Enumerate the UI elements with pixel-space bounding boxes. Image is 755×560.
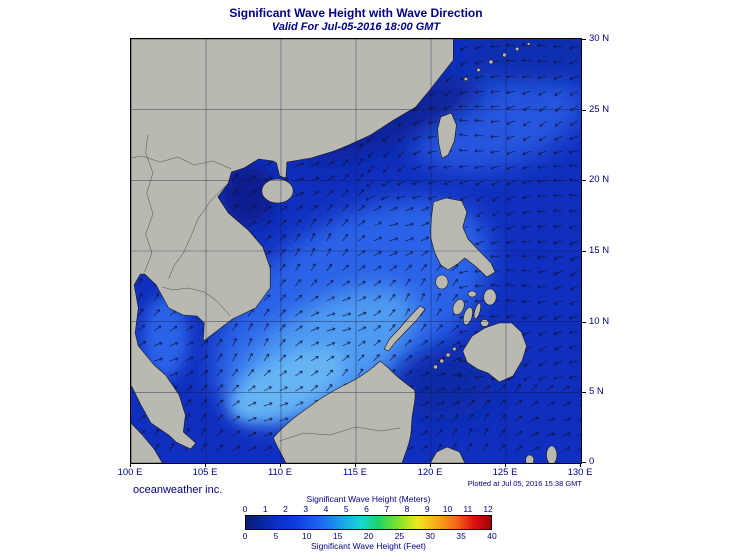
lon-label: 100 E xyxy=(117,467,143,478)
land-layer xyxy=(131,39,558,463)
lon-label: 105 E xyxy=(192,467,218,478)
feet-tick: 40 xyxy=(487,531,497,541)
axis-tick xyxy=(505,463,506,467)
island-taiwan xyxy=(437,112,457,159)
island-sulawesi-tip xyxy=(429,446,466,463)
plotted-timestamp: Plotted at Jul 05, 2016 15:38 GMT xyxy=(467,479,582,488)
lon-label: 120 E xyxy=(417,467,443,478)
axis-tick xyxy=(582,462,586,463)
meters-tick: 5 xyxy=(343,504,349,514)
axis-tick xyxy=(355,463,356,467)
axis-tick xyxy=(280,463,281,467)
credit-text: oceanweather inc. xyxy=(133,484,223,496)
lat-label: 15 N xyxy=(589,245,610,256)
feet-tick: 5 xyxy=(273,531,279,541)
feet-tick: 25 xyxy=(394,531,405,541)
country-borders xyxy=(131,134,400,442)
map-frame xyxy=(130,38,582,464)
colorbar-title-meters: Significant Wave Height (Meters) xyxy=(306,494,431,504)
meters-tick: 6 xyxy=(364,504,369,514)
feet-tick: 30 xyxy=(425,531,435,541)
island-borneo xyxy=(273,360,416,463)
meters-tick: 3 xyxy=(303,504,309,514)
lon-label: 115 E xyxy=(342,467,368,478)
lon-label: 125 E xyxy=(492,467,518,478)
island-small-southeast xyxy=(525,454,535,463)
colorbar-meters-ticks: 0 1 2 3 4 5 6 7 8 9 10 11 12 xyxy=(242,504,493,514)
island-sumatra xyxy=(131,422,163,463)
meters-tick: 8 xyxy=(404,504,410,514)
meters-tick: 12 xyxy=(483,504,493,514)
island-palawan xyxy=(383,305,426,352)
colorbar-title-feet: Significant Wave Height (Feet) xyxy=(311,541,426,551)
map-title: Significant Wave Height with Wave Direct… xyxy=(229,6,483,20)
colorbar-feet-ticks: 0 5 10 15 20 25 30 35 40 xyxy=(242,531,497,541)
meters-tick: 9 xyxy=(424,504,430,514)
lat-label: 5 N xyxy=(589,386,604,397)
wave-height-map xyxy=(131,39,581,463)
island-halmahera xyxy=(546,445,558,463)
feet-tick: 20 xyxy=(363,531,374,541)
meters-tick: 7 xyxy=(384,504,390,514)
axis-tick xyxy=(430,463,431,467)
map-subtitle: Valid For Jul-05-2016 18:00 GMT xyxy=(271,21,441,33)
axis-tick xyxy=(205,463,206,467)
axis-tick xyxy=(582,180,586,181)
feet-tick: 35 xyxy=(456,531,466,541)
axis-tick xyxy=(582,392,586,393)
lon-label: 110 E xyxy=(267,467,293,478)
colorbar-gradient xyxy=(245,515,492,530)
island-mindoro xyxy=(435,274,449,290)
axis-tick xyxy=(582,110,586,111)
feet-tick: 0 xyxy=(242,531,248,541)
meters-tick: 4 xyxy=(323,504,329,514)
lat-label: 25 N xyxy=(589,104,610,115)
meters-tick: 10 xyxy=(442,504,453,514)
axis-tick xyxy=(130,463,131,467)
meters-tick: 1 xyxy=(262,504,268,514)
island-hainan xyxy=(261,178,294,204)
lat-label: 20 N xyxy=(589,174,610,185)
feet-tick: 15 xyxy=(332,531,343,541)
axis-tick xyxy=(582,39,586,40)
axis-tick xyxy=(582,251,586,252)
islands-visayas xyxy=(452,288,497,327)
lat-label: 30 N xyxy=(589,33,610,44)
meters-tick: 0 xyxy=(242,504,248,514)
islands-sulu xyxy=(433,346,457,370)
latlon-grid xyxy=(131,39,581,463)
meters-tick: 11 xyxy=(463,504,473,514)
feet-tick: 10 xyxy=(302,531,312,541)
axis-tick xyxy=(582,322,586,323)
axis-tick xyxy=(580,463,581,467)
island-mindanao xyxy=(462,322,527,383)
island-luzon xyxy=(429,197,496,278)
lat-label: 0 xyxy=(589,456,595,467)
lon-label: 130 E xyxy=(567,467,593,478)
lat-label: 10 N xyxy=(589,316,610,327)
meters-tick: 2 xyxy=(283,504,288,514)
